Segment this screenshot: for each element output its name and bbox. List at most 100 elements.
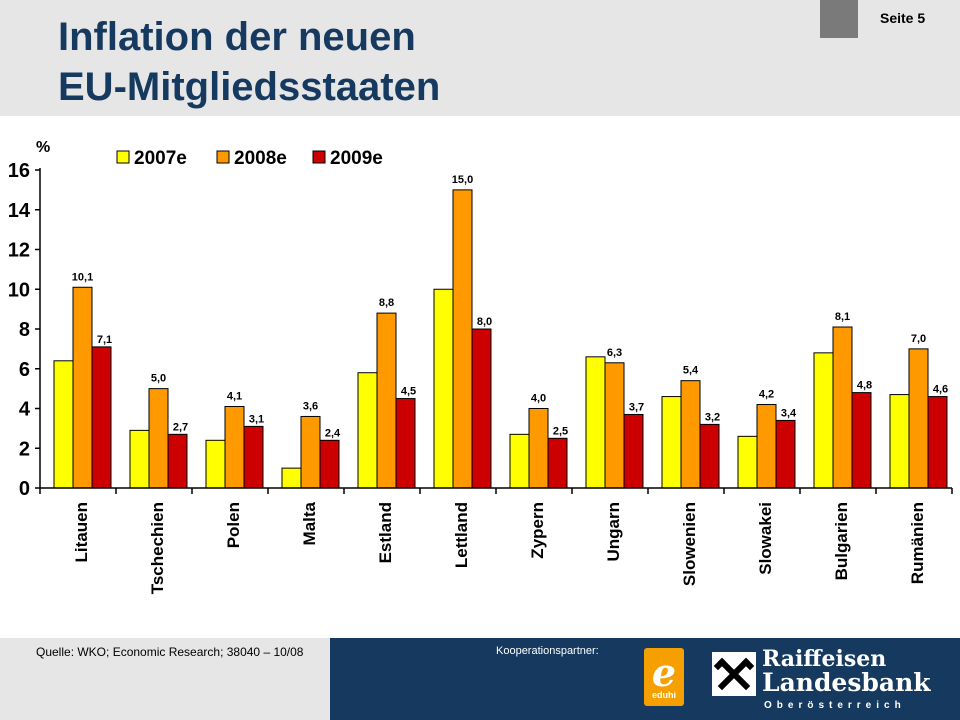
- y-axis-label: %: [36, 139, 50, 156]
- data-label-2009e-Zypern: 2,5: [553, 425, 568, 437]
- data-label-2009e-Slowenien: 3,2: [705, 411, 720, 423]
- data-label-2009e-Estland: 4,5: [401, 386, 416, 398]
- y-tick-label-8: 8: [19, 319, 30, 341]
- legend-label-2008e: 2008e: [234, 148, 287, 169]
- y-tick-label-4: 4: [19, 399, 31, 421]
- bar-2007e-Litauen: [53, 360, 74, 489]
- eduhi-logo-letter: e: [651, 650, 677, 695]
- bank-name-line-2: Landesbank: [762, 668, 931, 697]
- page-title: Inflation der neuen EU-Mitgliedsstaaten: [58, 12, 440, 112]
- inflation-bar-chart: 10,1 7,1 Litauen 5,0 2,7 Tschechien 4,1 3,1 Pole…: [8, 139, 953, 594]
- legend-label-2009e: 2009e: [330, 148, 383, 169]
- data-label-2009e-Tschechien: 2,7: [173, 421, 188, 433]
- bar-2007e-Ungarn: [585, 356, 606, 489]
- data-label-2008e-Slowakei: 4,2: [759, 389, 774, 401]
- y-tick-label-6: 6: [19, 359, 30, 381]
- bank-name-line-3: Oberösterreich: [764, 700, 906, 711]
- bar-2007e-Bulgarien: [813, 352, 834, 489]
- data-label-2008e-Slowenien: 5,4: [683, 365, 699, 377]
- category-label-Litauen: Litauen: [72, 502, 91, 562]
- data-label-2008e-Lettland: 15,0: [452, 174, 473, 186]
- category-label-Estland: Estland: [376, 502, 395, 563]
- source-note: Quelle: WKO; Economic Research; 38040 – …: [36, 645, 304, 659]
- bar-2008e-Zypern: [528, 408, 549, 489]
- y-tick-label-2: 2: [19, 438, 30, 460]
- data-label-2009e-Lettland: 8,0: [477, 316, 492, 328]
- bar-2008e-Polen: [224, 406, 245, 489]
- bar-2009e-Lettland: [471, 328, 492, 489]
- category-label-Slowakei: Slowakei: [756, 502, 775, 575]
- category-label-Lettland: Lettland: [452, 502, 471, 568]
- bar-2008e-Lettland: [452, 189, 473, 489]
- bar-2009e-Malta: [319, 439, 340, 489]
- data-label-2009e-Slowakei: 3,4: [781, 407, 797, 419]
- data-label-2009e-Polen: 3,1: [249, 413, 264, 425]
- bank-name-line-1: Raiffeisen: [762, 646, 887, 672]
- bar-2007e-Tschechien: [129, 429, 150, 489]
- data-label-2009e-Rumänien: 4,6: [933, 384, 948, 396]
- bar-2008e-Rumänien: [908, 348, 929, 489]
- eduhi-logo-icon: e eduhi: [644, 648, 684, 706]
- bar-2008e-Estland: [376, 312, 397, 489]
- data-label-2008e-Tschechien: 5,0: [151, 373, 166, 385]
- bar-2008e-Tschechien: [148, 388, 169, 489]
- bar-2009e-Ungarn: [623, 413, 644, 489]
- y-tick-label-12: 12: [8, 240, 30, 262]
- header-band: Inflation der neuen EU-Mitgliedsstaaten …: [0, 0, 960, 116]
- bar-2007e-Zypern: [509, 433, 530, 489]
- category-label-Slowenien: Slowenien: [680, 502, 699, 586]
- partner-label: Kooperationspartner:: [496, 645, 599, 657]
- bar-2007e-Slowenien: [661, 396, 682, 489]
- title-line-1: Inflation der neuen: [58, 15, 416, 59]
- data-label-2009e-Ungarn: 3,7: [629, 401, 644, 413]
- data-label-2008e-Polen: 4,1: [227, 391, 242, 403]
- data-label-2008e-Zypern: 4,0: [531, 393, 546, 405]
- y-tick-label-14: 14: [8, 200, 31, 222]
- bar-2009e-Zypern: [547, 437, 568, 489]
- legend-label-2007e: 2007e: [134, 148, 187, 169]
- data-label-2008e-Litauen: 10,1: [72, 271, 93, 283]
- bar-2007e-Polen: [205, 439, 226, 489]
- y-tick-label-10: 10: [8, 279, 30, 301]
- bar-2008e-Bulgarien: [832, 326, 853, 489]
- bar-2009e-Tschechien: [167, 433, 188, 489]
- bar-2009e-Polen: [243, 425, 264, 489]
- raiffeisen-cross-icon: [712, 652, 756, 696]
- category-label-Polen: Polen: [224, 502, 243, 548]
- bar-2007e-Rumänien: [889, 394, 910, 489]
- data-label-2008e-Bulgarien: 8,1: [835, 311, 850, 323]
- category-label-Zypern: Zypern: [528, 502, 547, 559]
- bar-2007e-Slowakei: [737, 435, 758, 489]
- bar-2009e-Rumänien: [927, 396, 948, 489]
- bar-2007e-Malta: [281, 467, 302, 489]
- bar-2008e-Ungarn: [604, 362, 625, 489]
- data-label-2009e-Bulgarien: 4,8: [857, 380, 872, 392]
- legend-swatch-2008e: [216, 150, 230, 164]
- footer-source-band: [0, 638, 330, 720]
- bar-2009e-Estland: [395, 398, 416, 489]
- category-label-Malta: Malta: [300, 501, 319, 545]
- legend-swatch-2007e: [116, 150, 130, 164]
- data-label-2008e-Ungarn: 6,3: [607, 347, 622, 359]
- data-label-2008e-Rumänien: 7,0: [911, 333, 926, 345]
- category-label-Rumänien: Rumänien: [908, 502, 927, 584]
- data-label-2008e-Malta: 3,6: [303, 400, 318, 412]
- eduhi-logo-text: eduhi: [652, 690, 676, 700]
- bar-2007e-Lettland: [433, 288, 454, 489]
- data-label-2009e-Malta: 2,4: [325, 427, 341, 439]
- data-label-2009e-Litauen: 7,1: [97, 334, 112, 346]
- category-label-Ungarn: Ungarn: [604, 502, 623, 562]
- page-number: Seite 5: [880, 10, 926, 26]
- data-label-2008e-Estland: 8,8: [379, 297, 394, 309]
- title-line-2: EU-Mitgliedsstaaten: [58, 65, 441, 109]
- y-tick-label-0: 0: [19, 478, 30, 500]
- bar-2009e-Litauen: [91, 346, 112, 489]
- y-tick-label-16: 16: [8, 160, 30, 182]
- bar-2008e-Slowakei: [756, 404, 777, 489]
- bar-2008e-Malta: [300, 415, 321, 489]
- bar-2007e-Estland: [357, 372, 378, 489]
- bar-2009e-Bulgarien: [851, 392, 872, 489]
- category-label-Bulgarien: Bulgarien: [832, 502, 851, 580]
- category-label-Tschechien: Tschechien: [148, 502, 167, 594]
- corner-decoration: [820, 0, 858, 38]
